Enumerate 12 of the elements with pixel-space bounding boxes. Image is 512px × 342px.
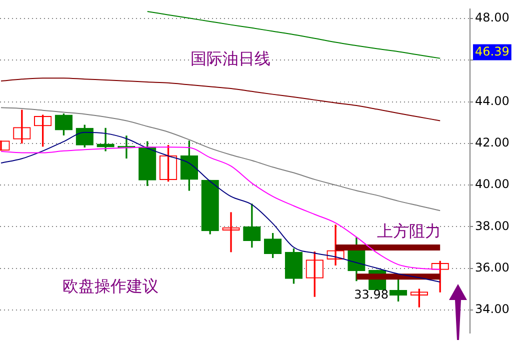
annotation: 33.98 (354, 288, 388, 302)
y-tick-label: 38.00 (475, 218, 510, 233)
y-tick-label: 44.00 (475, 94, 510, 108)
y-tick-label: 36.00 (475, 260, 510, 274)
y-tick-label: 34.00 (475, 302, 510, 316)
y-tick-label: 40.00 (475, 177, 510, 192)
annotation: 上方阻力 (376, 222, 441, 241)
text: 国际油日线 (190, 49, 270, 68)
text: 46.39 (475, 44, 510, 58)
y-tick-label: 42.00 (475, 136, 510, 150)
annotation: 欧盘操作建议 (62, 276, 158, 296)
y-tick-label: 48.00 (475, 10, 510, 25)
